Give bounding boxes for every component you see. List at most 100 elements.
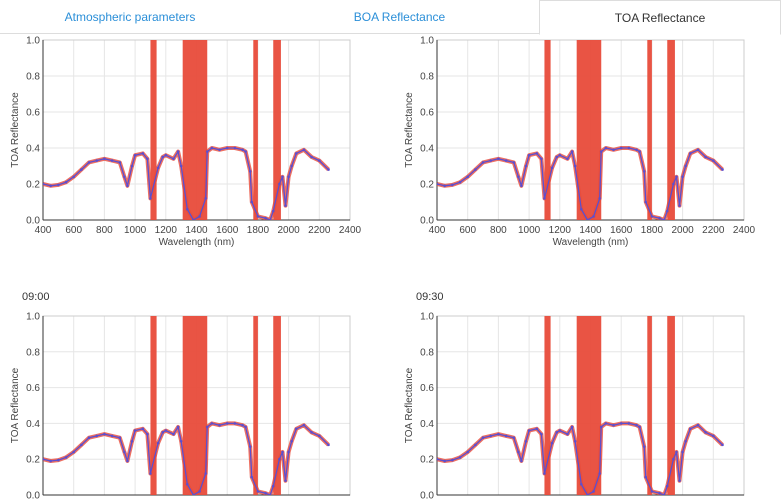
data-point xyxy=(278,182,281,186)
series-line xyxy=(437,147,723,220)
data-point xyxy=(318,159,321,162)
data-point xyxy=(481,161,485,164)
data-point xyxy=(638,425,641,429)
x-tick-label: 800 xyxy=(490,225,507,236)
data-point xyxy=(675,450,678,454)
data-point xyxy=(218,423,221,427)
data-point xyxy=(268,218,272,220)
data-point xyxy=(586,493,589,495)
y-axis-label: TOA Reflectance xyxy=(10,92,21,168)
tab-bar: Atmospheric parameters BOA Reflectance T… xyxy=(0,0,781,35)
data-point xyxy=(156,166,160,170)
chart-2: 0.0 0.2 0.4 0.6 0.8 1.0 400 600 800 1000 1200 1400 1… xyxy=(404,36,756,249)
data-point xyxy=(43,457,45,461)
data-point xyxy=(126,459,129,463)
data-point xyxy=(474,168,477,171)
absorption-band xyxy=(182,316,208,495)
absorption-band xyxy=(253,40,258,220)
data-point xyxy=(80,168,83,171)
y-tick-label: 0.2 xyxy=(420,455,434,466)
data-point xyxy=(517,450,520,454)
y-tick-label: 1.0 xyxy=(420,312,434,323)
data-point xyxy=(278,457,281,461)
data-point xyxy=(294,427,298,431)
y-tick-label: 0.2 xyxy=(26,455,40,466)
data-point xyxy=(599,150,603,153)
data-point xyxy=(627,422,631,425)
y-tick-label: 0.4 xyxy=(420,144,434,155)
data-point xyxy=(489,159,493,162)
absorption-band xyxy=(647,40,652,220)
data-point xyxy=(256,490,260,493)
chart-4: 0.0 0.2 0.4 0.6 0.8 1.0 TOA Reflectance xyxy=(404,312,745,501)
data-point xyxy=(520,459,523,463)
absorption-band xyxy=(667,40,675,220)
x-tick-label: 1800 xyxy=(247,225,270,236)
data-point xyxy=(302,148,306,152)
x-tick-label: 1400 xyxy=(579,225,602,236)
data-point xyxy=(264,216,267,220)
data-point xyxy=(543,472,546,475)
data-point xyxy=(281,450,284,454)
data-point xyxy=(644,200,648,204)
data-point xyxy=(164,429,168,432)
data-point xyxy=(176,425,180,429)
y-tick-label: 0.4 xyxy=(420,419,434,430)
data-point xyxy=(205,150,209,153)
data-point xyxy=(681,175,684,179)
x-tick-label: 1800 xyxy=(641,225,664,236)
y-tick-label: 1.0 xyxy=(26,312,40,323)
data-point xyxy=(712,159,715,162)
x-tick-label: 400 xyxy=(429,225,446,236)
data-point xyxy=(43,182,45,186)
data-point xyxy=(586,218,589,220)
data-point xyxy=(642,445,646,448)
data-point xyxy=(644,475,648,479)
data-point xyxy=(248,445,252,448)
y-axis-label: TOA Reflectance xyxy=(404,367,415,443)
data-point xyxy=(684,440,687,443)
data-point xyxy=(681,450,684,454)
data-point xyxy=(558,153,562,157)
tab-boa-reflectance[interactable]: BOA Reflectance xyxy=(353,10,446,24)
data-point xyxy=(721,443,724,447)
data-point xyxy=(566,157,569,161)
data-point xyxy=(290,440,293,443)
data-point xyxy=(558,429,562,432)
data-point xyxy=(642,170,646,173)
x-axis-label: Wavelength (nm) xyxy=(553,237,629,248)
tab-divider xyxy=(0,33,781,34)
data-point xyxy=(721,168,724,171)
data-point xyxy=(672,457,675,461)
x-tick-label: 1600 xyxy=(610,225,633,236)
data-point xyxy=(130,164,134,168)
data-point xyxy=(512,436,516,440)
tab-atmospheric-parameters[interactable]: Atmospheric parameters xyxy=(64,10,196,24)
data-point xyxy=(451,458,454,462)
data-point xyxy=(573,440,577,443)
y-tick-label: 0.4 xyxy=(26,419,40,430)
data-point xyxy=(604,146,608,150)
data-point xyxy=(665,484,669,488)
data-point xyxy=(241,423,244,427)
data-point xyxy=(271,484,275,488)
data-point xyxy=(141,152,145,155)
data-point xyxy=(268,493,272,495)
data-point xyxy=(110,434,114,438)
data-point xyxy=(604,422,608,425)
absorption-band xyxy=(667,316,675,495)
absorption-band xyxy=(273,40,281,220)
data-point xyxy=(550,441,554,445)
data-point xyxy=(172,157,175,161)
data-point xyxy=(172,432,175,436)
data-point xyxy=(612,148,615,152)
y-tick-label: 0.6 xyxy=(26,108,40,119)
data-point xyxy=(598,472,602,475)
x-tick-label: 400 xyxy=(35,225,52,236)
chart-3: 0.0 0.2 0.4 0.6 0.8 1.0 TOA Reflectance xyxy=(10,312,351,501)
data-point xyxy=(504,159,508,162)
data-point xyxy=(233,146,237,150)
data-point xyxy=(619,146,623,150)
tab-toa-reflectance[interactable]: TOA Reflectance xyxy=(539,0,781,35)
x-tick-label: 2000 xyxy=(671,225,694,236)
